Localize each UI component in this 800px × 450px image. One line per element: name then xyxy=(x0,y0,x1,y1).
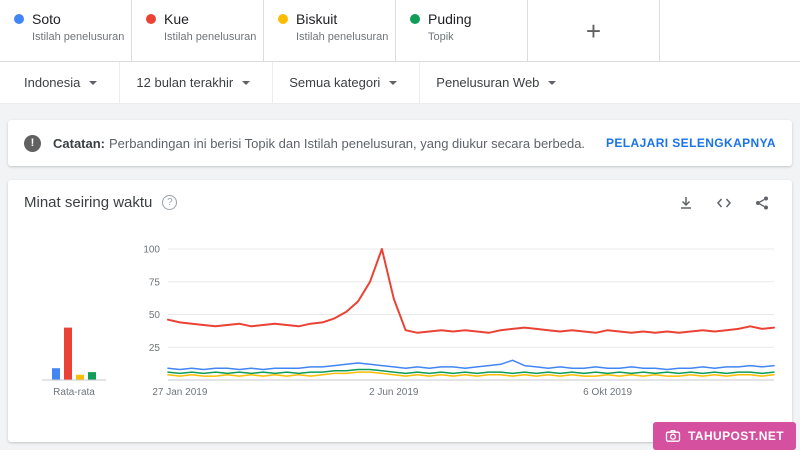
learn-more-link[interactable]: PELAJARI SELENGKAPNYA xyxy=(606,136,776,150)
term-color-dot xyxy=(14,14,24,24)
filters-bar: Indonesia 12 bulan terakhir Semua katego… xyxy=(0,62,800,104)
help-icon[interactable]: ? xyxy=(162,195,178,210)
embed-icon xyxy=(717,198,731,207)
average-bars-chart: Rata-rata xyxy=(42,327,106,398)
camera-icon xyxy=(665,429,681,442)
note-body: Perbandingan ini berisi Topik dan Istila… xyxy=(109,135,586,151)
svg-text:Rata-rata: Rata-rata xyxy=(53,387,95,398)
term-label: Kue xyxy=(164,11,189,27)
svg-text:27 Jan 2019: 27 Jan 2019 xyxy=(152,387,207,398)
term-card-puding[interactable]: Puding Topik xyxy=(396,0,528,61)
filter-search-type-label: Penelusuran Web xyxy=(436,75,540,90)
filter-time-range[interactable]: 12 bulan terakhir xyxy=(120,62,274,103)
term-type: Istilah penelusuran xyxy=(32,31,125,43)
filter-geo-label: Indonesia xyxy=(24,75,81,90)
note-banner: ! Catatan: Perbandingan ini berisi Topik … xyxy=(8,120,792,166)
term-type: Topik xyxy=(428,31,454,43)
share-icon xyxy=(756,196,768,209)
add-term-button[interactable]: + xyxy=(528,0,660,61)
term-label: Soto xyxy=(32,11,61,27)
note-prefix: Catatan: xyxy=(53,135,106,151)
chevron-down-icon xyxy=(242,80,251,85)
term-card-soto[interactable]: Soto Istilah penelusuran xyxy=(0,0,132,61)
chart-header: Minat seiring waktu ? xyxy=(8,180,792,211)
term-card-kue[interactable]: Kue Istilah penelusuran xyxy=(132,0,264,61)
term-label: Puding xyxy=(428,11,472,27)
chevron-down-icon xyxy=(548,80,557,85)
plus-icon: + xyxy=(585,15,602,46)
term-type: Istilah penelusuran xyxy=(296,31,389,43)
filter-category-label: Semua kategori xyxy=(289,75,381,90)
watermark-text: TAHUPOST.NET xyxy=(688,429,784,443)
term-color-dot xyxy=(410,14,420,24)
chart-title: Minat seiring waktu xyxy=(24,194,153,211)
chevron-down-icon xyxy=(89,80,98,85)
term-type: Istilah penelusuran xyxy=(164,31,257,43)
svg-text:2 Jun 2019: 2 Jun 2019 xyxy=(369,387,419,398)
download-icon xyxy=(681,196,691,209)
svg-text:6 Okt 2019: 6 Okt 2019 xyxy=(583,387,632,398)
filter-geo[interactable]: Indonesia xyxy=(8,62,121,103)
filter-search-type[interactable]: Penelusuran Web xyxy=(420,62,578,103)
watermark: TAHUPOST.NET xyxy=(653,422,796,450)
comparison-bar: Soto Istilah penelusuran Kue Istilah pen… xyxy=(0,0,800,62)
svg-text:75: 75 xyxy=(149,277,161,288)
interest-over-time-chart[interactable]: 25 50 75 100 27 Jan 2019 2 Jun 2019 6 Okt 2019 xyxy=(128,237,788,402)
download-button[interactable] xyxy=(678,195,694,211)
filter-time-label: 12 bulan terakhir xyxy=(136,75,234,90)
terms-bar-filler xyxy=(660,0,800,61)
note-text: Catatan: Perbandingan ini berisi Topik da… xyxy=(53,136,585,151)
interest-over-time-card: Minat seiring waktu ? Rata-rata 25 50 75 10… xyxy=(8,180,792,442)
share-button[interactable] xyxy=(754,195,770,211)
chart-actions xyxy=(678,195,776,211)
svg-text:25: 25 xyxy=(149,343,161,354)
term-color-dot xyxy=(278,14,288,24)
svg-text:100: 100 xyxy=(143,245,160,256)
term-color-dot xyxy=(146,14,156,24)
embed-button[interactable] xyxy=(716,195,732,211)
info-icon: ! xyxy=(24,134,41,152)
filter-category[interactable]: Semua kategori xyxy=(273,62,421,103)
term-card-biskuit[interactable]: Biskuit Istilah penelusuran xyxy=(264,0,396,61)
svg-text:50: 50 xyxy=(149,310,161,321)
chart-area: Rata-rata 25 50 75 100 27 Jan 2019 2 Jun 2019… xyxy=(8,211,792,402)
chevron-down-icon xyxy=(389,80,398,85)
term-label: Biskuit xyxy=(296,11,338,27)
